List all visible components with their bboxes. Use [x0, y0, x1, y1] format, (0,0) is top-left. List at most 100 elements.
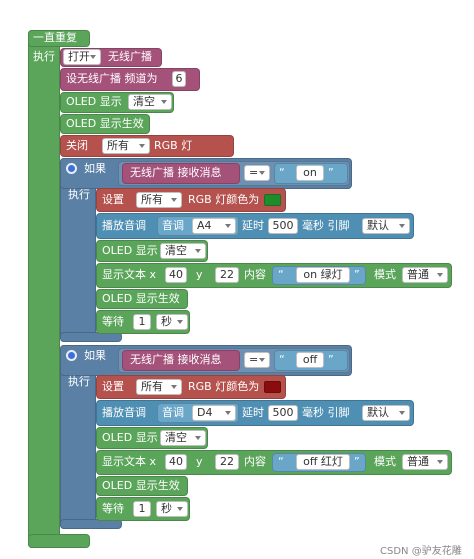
dropdown-arrow [171, 198, 177, 202]
tone-block [96, 400, 414, 426]
dropdown-arrow [195, 249, 201, 253]
field-text: = [249, 166, 259, 179]
field-text: off 红灯 [303, 455, 343, 468]
field-text: 秒 [161, 502, 172, 515]
field-text: 所有 [141, 380, 163, 393]
block-label: ” [354, 455, 360, 468]
input-field[interactable]: 40 [165, 267, 187, 283]
dropdown-field[interactable]: 所有 [136, 379, 182, 395]
input-field[interactable]: 1 [133, 501, 151, 517]
block-label: “ [278, 455, 284, 468]
block-label: 延时 [242, 406, 264, 419]
field-text: 清空 [165, 431, 187, 444]
input-field[interactable]: 6 [172, 71, 186, 87]
rgb-color-block [96, 188, 286, 212]
field-text: 秒 [161, 315, 172, 328]
field-text: 40 [169, 268, 183, 281]
forever-footer [28, 534, 90, 548]
dropdown-field[interactable]: 打开 [63, 49, 101, 65]
oled-show-block [96, 289, 188, 309]
block-label: OLED 显示生效 [102, 479, 180, 492]
field-text: 默认 [367, 406, 389, 419]
block-label: 音调 [162, 406, 184, 419]
dropdown-field[interactable]: D4 [192, 405, 236, 421]
dropdown-arrow [399, 411, 405, 415]
input-field[interactable]: 500 [268, 218, 298, 234]
field-text: 6 [175, 72, 183, 85]
input-field[interactable]: on 绿灯 [296, 267, 350, 283]
rgb-color-block [96, 375, 286, 399]
block-label: 显示文本 x [102, 455, 157, 468]
dropdown-field[interactable]: = [244, 352, 270, 368]
dropdown-arrow [171, 385, 177, 389]
input-field[interactable]: 500 [268, 405, 298, 421]
radio-receive-block [122, 350, 240, 371]
color-swatch[interactable] [264, 194, 281, 206]
field-text: 清空 [165, 244, 187, 257]
block-label: OLED 显示 [102, 431, 158, 444]
dropdown-field[interactable]: 清空 [128, 94, 172, 110]
block-label: “ [278, 268, 284, 281]
block-label: 模式 [374, 268, 396, 281]
gear-icon[interactable] [66, 350, 77, 361]
block-label: 播放音调 [102, 406, 146, 419]
block-label: ” [328, 353, 334, 366]
block-label: 一直重复 [33, 31, 77, 44]
gear-icon[interactable] [66, 163, 77, 174]
field-text: 普通 [407, 455, 429, 468]
block-label: 毫秒 引脚 [302, 219, 350, 232]
tone-block [96, 213, 414, 239]
block-label: 关闭 [66, 139, 88, 152]
radio-receive-block [122, 163, 240, 184]
block-label: 设无线广播 频道为 [66, 72, 158, 85]
dropdown-field[interactable]: 所有 [136, 192, 182, 208]
watermark: CSDN @驴友花雕 [380, 546, 462, 557]
block-label: ” [354, 268, 360, 281]
field-text: 所有 [107, 139, 129, 152]
field-text: 普通 [407, 268, 429, 281]
input-field[interactable]: 1 [133, 314, 151, 330]
field-text: 默认 [367, 219, 389, 232]
dropdown-field[interactable]: 清空 [160, 243, 206, 259]
field-text: 40 [169, 455, 183, 468]
dropdown-field[interactable]: 默认 [362, 218, 410, 234]
dropdown-field[interactable]: = [244, 165, 270, 181]
block-label: 无线广播 [108, 50, 152, 63]
input-field[interactable]: 40 [165, 454, 187, 470]
dropdown-field[interactable]: 默认 [362, 405, 410, 421]
input-field[interactable]: off 红灯 [296, 454, 350, 470]
block-label: ” [328, 166, 334, 179]
dropdown-field[interactable]: 秒 [156, 314, 188, 330]
block-label: 设置 [102, 380, 124, 393]
field-text: A4 [197, 219, 212, 232]
field-text: 22 [220, 455, 234, 468]
input-field[interactable]: off [296, 352, 324, 368]
dropdown-field[interactable]: 清空 [160, 430, 206, 446]
dropdown-arrow [139, 144, 145, 148]
oled-show-block [60, 114, 150, 134]
dropdown-arrow [195, 436, 201, 440]
dropdown-arrow [225, 411, 231, 415]
dropdown-arrow [225, 224, 231, 228]
block-label: “ [279, 353, 285, 366]
field-text: off [302, 353, 318, 366]
block-label: y [196, 455, 203, 468]
input-field[interactable]: 22 [215, 454, 239, 470]
field-text: on [303, 166, 317, 179]
if-footer [60, 332, 122, 342]
dropdown-field[interactable]: A4 [192, 218, 236, 234]
field-text: 打开 [68, 50, 90, 63]
field-text: 所有 [141, 193, 163, 206]
input-field[interactable]: on [296, 165, 324, 181]
dropdown-field[interactable]: 普通 [402, 267, 448, 283]
dropdown-field[interactable]: 普通 [402, 454, 448, 470]
dropdown-field[interactable]: 秒 [156, 501, 188, 517]
block-label: RGB 灯颜色为 [188, 193, 260, 206]
input-field[interactable]: 22 [215, 267, 239, 283]
block-label: 执行 [68, 375, 90, 388]
dropdown-arrow [259, 171, 265, 175]
color-swatch[interactable] [264, 381, 281, 393]
dropdown-field[interactable]: 所有 [102, 138, 150, 154]
dropdown-arrow [437, 460, 443, 464]
